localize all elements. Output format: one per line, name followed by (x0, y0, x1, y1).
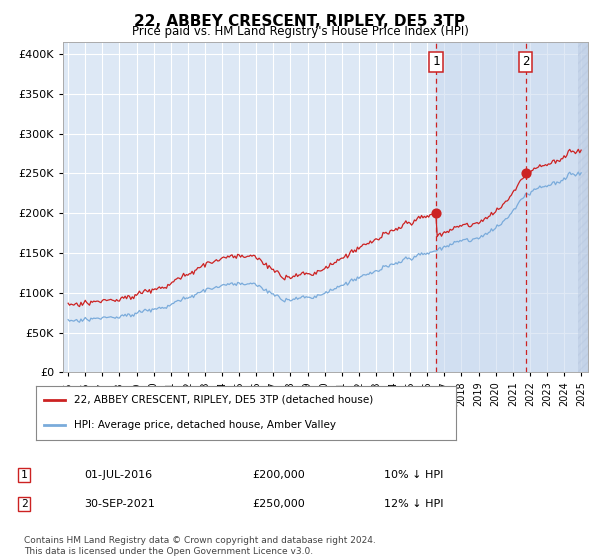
Text: 01-JUL-2016: 01-JUL-2016 (84, 470, 152, 480)
Text: Price paid vs. HM Land Registry's House Price Index (HPI): Price paid vs. HM Land Registry's House … (131, 25, 469, 38)
Text: 2: 2 (20, 499, 28, 509)
Text: Contains HM Land Registry data © Crown copyright and database right 2024.
This d: Contains HM Land Registry data © Crown c… (24, 536, 376, 556)
Text: 1: 1 (20, 470, 28, 480)
Point (521, 169, 530, 178)
Text: 30-SEP-2021: 30-SEP-2021 (84, 499, 155, 509)
Text: 12% ↓ HPI: 12% ↓ HPI (384, 499, 443, 509)
Point (431, 209, 440, 218)
Text: 22, ABBEY CRESCENT, RIPLEY, DE5 3TP (detached house): 22, ABBEY CRESCENT, RIPLEY, DE5 3TP (det… (74, 395, 373, 405)
Text: £200,000: £200,000 (252, 470, 305, 480)
Bar (436, 42, 588, 372)
Bar (578, 42, 588, 372)
Text: £250,000: £250,000 (252, 499, 305, 509)
Text: HPI: Average price, detached house, Amber Valley: HPI: Average price, detached house, Ambe… (74, 419, 336, 430)
Text: 2: 2 (522, 55, 529, 68)
Text: 10% ↓ HPI: 10% ↓ HPI (384, 470, 443, 480)
Text: 22, ABBEY CRESCENT, RIPLEY, DE5 3TP: 22, ABBEY CRESCENT, RIPLEY, DE5 3TP (134, 14, 466, 29)
Text: 1: 1 (432, 55, 440, 68)
